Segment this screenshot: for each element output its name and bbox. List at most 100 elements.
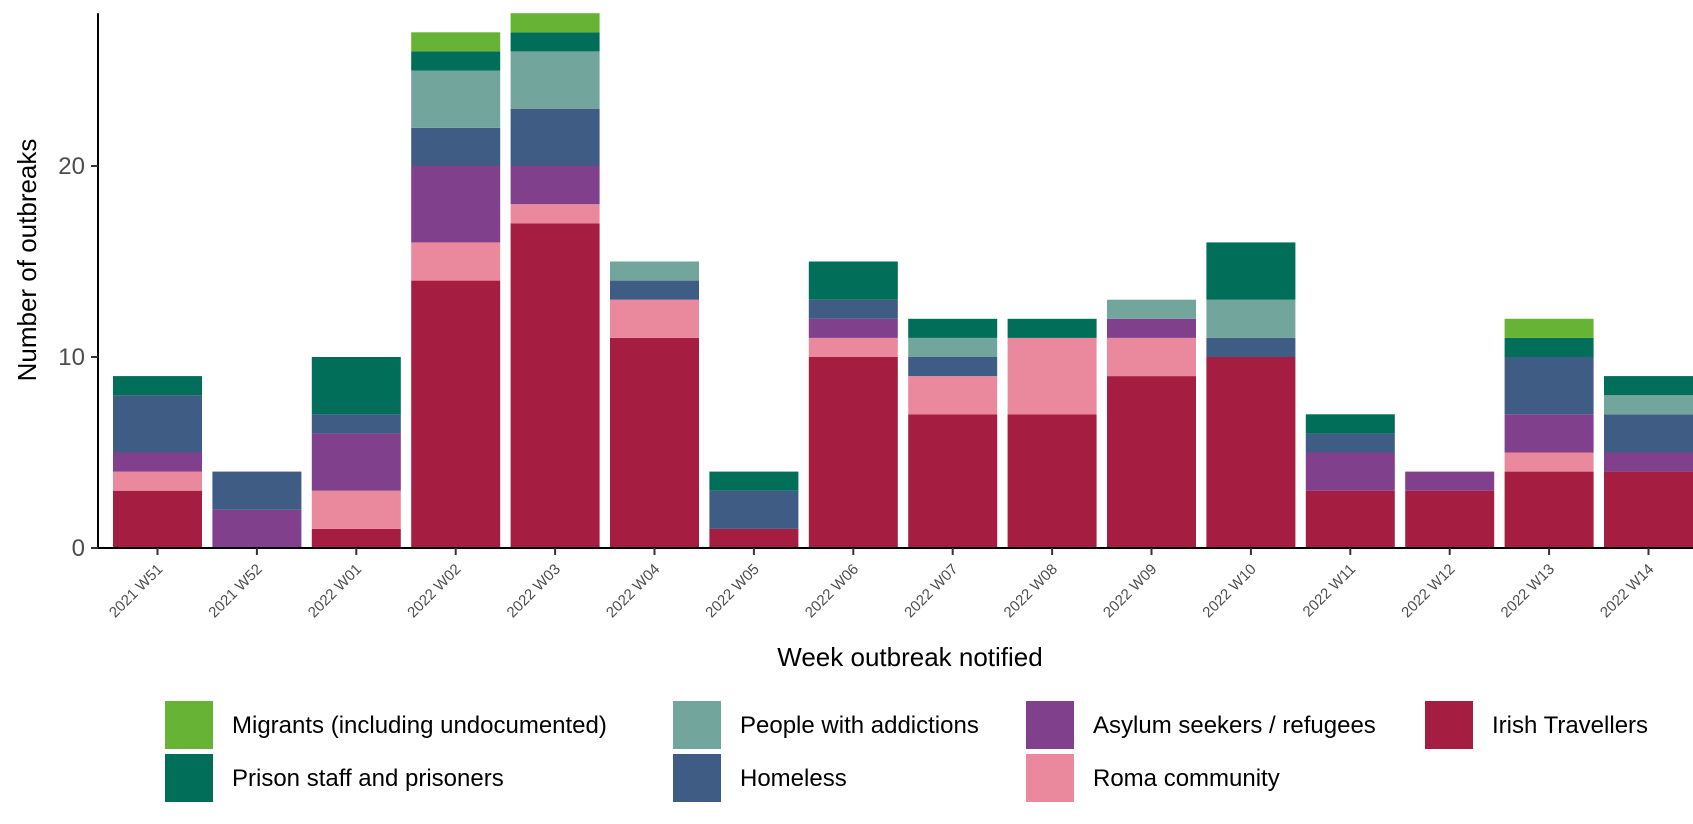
bars-layer bbox=[113, 13, 1693, 549]
x-tick-label: 2022 W04 bbox=[603, 561, 663, 621]
bar-2022-w02-migrants-including-undocumented bbox=[411, 32, 501, 52]
y-axis-title: Number of outbreaks bbox=[12, 139, 42, 382]
bar-2022-w09-roma-community bbox=[1107, 337, 1196, 377]
bar-2022-w04-irish-travellers bbox=[610, 337, 699, 548]
bar-2022-w08-roma-community bbox=[1007, 337, 1097, 415]
bar-2022-w02-homeless bbox=[411, 127, 501, 166]
bar-2022-w06-homeless bbox=[808, 299, 898, 319]
legend-key-homeless bbox=[673, 754, 721, 802]
legend-key-migrants-including-undocumented bbox=[165, 701, 213, 749]
legend-key-prison-staff-and-prisoners bbox=[165, 754, 213, 802]
bar-2022-w08-irish-travellers bbox=[1007, 414, 1097, 548]
bar-2022-w10-irish-travellers bbox=[1206, 357, 1296, 548]
bar-2022-w03-homeless bbox=[510, 108, 600, 166]
x-tick-label: 2021 W52 bbox=[205, 561, 265, 621]
bar-2022-w14-homeless bbox=[1604, 414, 1693, 453]
legend-label-migrants-including-undocumented: Migrants (including undocumented) bbox=[232, 712, 607, 739]
bar-2022-w09-irish-travellers bbox=[1107, 376, 1196, 548]
bar-2022-w07-irish-travellers bbox=[908, 414, 998, 548]
bar-2021-w52-asylum-seekers-refugees bbox=[212, 509, 302, 548]
bar-2022-w03-irish-travellers bbox=[510, 223, 600, 549]
bar-2022-w09-asylum-seekers-refugees bbox=[1107, 318, 1196, 338]
bar-2022-w07-roma-community bbox=[908, 376, 998, 415]
bar-2022-w03-prison-staff-and-prisoners bbox=[510, 32, 600, 52]
x-tick-label: 2022 W09 bbox=[1100, 561, 1160, 621]
x-tick-label: 2022 W03 bbox=[504, 561, 564, 621]
bar-2022-w11-homeless bbox=[1305, 433, 1395, 453]
x-tick-label: 2022 W12 bbox=[1398, 561, 1458, 621]
bar-2022-w02-people-with-addictions bbox=[411, 70, 501, 128]
bar-2022-w12-irish-travellers bbox=[1405, 490, 1495, 548]
bar-2022-w03-asylum-seekers-refugees bbox=[510, 166, 600, 205]
x-axis-title: Week outbreak notified bbox=[777, 642, 1042, 672]
bar-2022-w04-homeless bbox=[610, 280, 699, 300]
x-tick-label: 2022 W08 bbox=[1001, 561, 1061, 621]
bar-2022-w01-roma-community bbox=[311, 490, 401, 529]
legend-label-roma-community: Roma community bbox=[1093, 765, 1280, 792]
x-tick-label: 2022 W06 bbox=[802, 561, 862, 621]
bar-2022-w03-roma-community bbox=[510, 204, 600, 224]
bar-2022-w08-prison-staff-and-prisoners bbox=[1007, 318, 1097, 338]
bar-2022-w01-prison-staff-and-prisoners bbox=[311, 357, 401, 415]
bar-2021-w51-prison-staff-and-prisoners bbox=[113, 376, 202, 396]
bar-2022-w12-asylum-seekers-refugees bbox=[1405, 471, 1495, 491]
y-tick-label: 10 bbox=[58, 344, 85, 371]
bar-2022-w13-roma-community bbox=[1504, 452, 1594, 472]
bar-2022-w13-irish-travellers bbox=[1504, 471, 1594, 548]
legend-label-people-with-addictions: People with addictions bbox=[740, 712, 979, 739]
x-tick-label: 2022 W10 bbox=[1199, 561, 1259, 621]
legend-key-irish-travellers bbox=[1425, 701, 1473, 749]
y-tick-label: 0 bbox=[72, 535, 85, 562]
x-tick-label: 2022 W05 bbox=[702, 561, 762, 621]
y-axis-ticks: 0 10 20 bbox=[58, 153, 98, 562]
legend-label-irish-travellers: Irish Travellers bbox=[1492, 712, 1648, 739]
bar-2022-w03-people-with-addictions bbox=[510, 51, 600, 109]
x-tick-label: 2022 W11 bbox=[1300, 561, 1360, 621]
x-tick-label: 2022 W07 bbox=[901, 561, 961, 621]
bar-2022-w13-migrants-including-undocumented bbox=[1504, 318, 1594, 338]
bar-2022-w14-people-with-addictions bbox=[1604, 395, 1693, 415]
bar-2021-w51-homeless bbox=[113, 395, 202, 453]
bar-2022-w06-prison-staff-and-prisoners bbox=[808, 261, 898, 300]
bar-2022-w10-homeless bbox=[1206, 337, 1296, 357]
bar-2022-w14-asylum-seekers-refugees bbox=[1604, 452, 1693, 472]
bar-2022-w06-roma-community bbox=[808, 337, 898, 357]
bar-2022-w14-prison-staff-and-prisoners bbox=[1604, 376, 1693, 396]
bar-2022-w13-prison-staff-and-prisoners bbox=[1504, 337, 1594, 357]
legend-key-asylum-seekers-refugees bbox=[1026, 701, 1074, 749]
bar-2022-w04-people-with-addictions bbox=[610, 261, 699, 281]
bar-2022-w01-homeless bbox=[311, 414, 401, 434]
x-tick-label: 2022 W14 bbox=[1597, 561, 1657, 621]
bar-2022-w03-migrants-including-undocumented bbox=[510, 13, 600, 33]
legend-label-prison-staff-and-prisoners: Prison staff and prisoners bbox=[232, 765, 504, 792]
bar-2022-w06-irish-travellers bbox=[808, 357, 898, 548]
bar-2022-w14-irish-travellers bbox=[1604, 471, 1693, 548]
bar-2022-w07-people-with-addictions bbox=[908, 337, 998, 357]
bar-2022-w10-prison-staff-and-prisoners bbox=[1206, 242, 1296, 300]
bar-2022-w10-people-with-addictions bbox=[1206, 299, 1296, 338]
bar-2022-w05-irish-travellers bbox=[709, 528, 799, 548]
legend: Migrants (including undocumented) People … bbox=[165, 701, 1648, 802]
bar-2022-w02-prison-staff-and-prisoners bbox=[411, 51, 501, 71]
bar-2021-w51-asylum-seekers-refugees bbox=[113, 452, 202, 472]
x-axis-ticks: 2021 W51 2021 W52 2022 W01 2022 W02 2022 W03… bbox=[106, 548, 1657, 621]
bar-2022-w06-asylum-seekers-refugees bbox=[808, 318, 898, 338]
x-tick-label: 2022 W13 bbox=[1498, 561, 1558, 621]
bar-2022-w04-roma-community bbox=[610, 299, 699, 338]
legend-key-people-with-addictions bbox=[673, 701, 721, 749]
bar-2022-w02-irish-travellers bbox=[411, 280, 501, 548]
bar-2022-w13-homeless bbox=[1504, 357, 1594, 415]
bar-2022-w11-prison-staff-and-prisoners bbox=[1305, 414, 1395, 434]
bar-2021-w51-roma-community bbox=[113, 471, 202, 491]
bar-2021-w52-homeless bbox=[212, 471, 302, 510]
x-tick-label: 2022 W01 bbox=[305, 561, 365, 621]
bar-2022-w02-roma-community bbox=[411, 242, 501, 281]
bar-2022-w05-homeless bbox=[709, 490, 799, 529]
legend-key-roma-community bbox=[1026, 754, 1074, 802]
bar-2022-w09-people-with-addictions bbox=[1107, 299, 1196, 319]
legend-label-asylum-seekers-refugees: Asylum seekers / refugees bbox=[1093, 712, 1376, 739]
legend-label-homeless: Homeless bbox=[740, 765, 847, 792]
bar-2022-w07-homeless bbox=[908, 357, 998, 377]
bar-2022-w11-irish-travellers bbox=[1305, 490, 1395, 548]
